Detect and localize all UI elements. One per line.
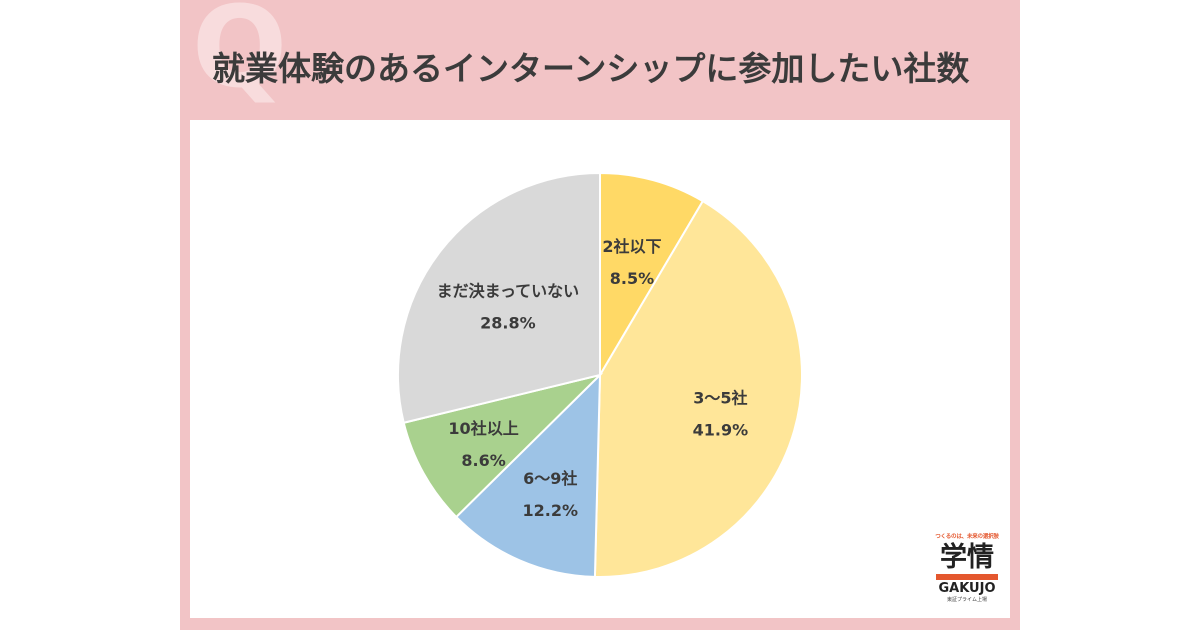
pie-chart: 2社以下 8.5% 3～5社 41.9% 6～9社 12.2% 10社以上 8.6% まだ決まっ… [397, 171, 803, 578]
logo-name-jp: 学情 [940, 542, 994, 573]
slice-3-5 [593, 199, 803, 578]
slice-6-9-category-label: 6～9社 [523, 469, 577, 488]
slice-6-9 [454, 372, 602, 578]
logo-sub: 東証プライム上場 [947, 597, 987, 603]
slice-undecided-value-label: 28.8% [480, 314, 536, 333]
pie-slices [397, 171, 803, 578]
slice-10-plus-category-label: 10社以上 [448, 419, 518, 438]
logo-bar [936, 574, 998, 580]
slice-3-5-value-label: 41.9% [693, 421, 749, 440]
slice-2-or-less-value-label: 8.5% [610, 269, 654, 288]
logo-tagline: つくるのは、未来の選択肢 [935, 534, 999, 540]
slice-10-plus [402, 373, 604, 519]
chart-panel: 2社以下 8.5% 3～5社 41.9% 6～9社 12.2% 10社以上 8.6% まだ決まっ… [190, 120, 1010, 618]
pie-labels: 2社以下 8.5% 3～5社 41.9% 6～9社 12.2% 10社以上 8.6% まだ決まっ… [437, 237, 749, 520]
chart-title: 就業体験のあるインターンシップに参加したい社数 [212, 49, 970, 88]
gakujo-logo: つくるのは、未来の選択肢 学情 GAKUJO 東証プライム上場 [932, 532, 1002, 612]
q-mark: Q [192, 0, 288, 113]
slice-2-or-less [599, 171, 705, 379]
slice-10-plus-value-label: 8.6% [461, 451, 505, 470]
card: Q 就業体験のあるインターンシップに参加したい社数 2社以下 8.5% 3～5社 41… [180, 0, 1020, 630]
slice-3-5-category-label: 3～5社 [693, 389, 747, 408]
slice-undecided-category-label: まだ決まっていない [437, 282, 580, 301]
logo-name-en: GAKUJO [938, 581, 996, 596]
slice-2-or-less-category-label: 2社以下 [602, 237, 661, 256]
slice-undecided [397, 171, 601, 424]
slice-6-9-value-label: 12.2% [523, 501, 579, 520]
